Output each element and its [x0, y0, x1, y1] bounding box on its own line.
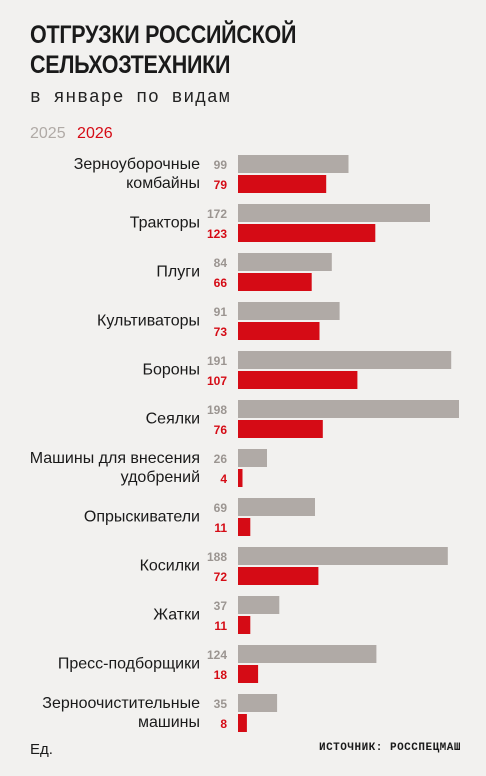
category-label-3: Плуги — [156, 264, 200, 281]
bar-2026-8 — [238, 518, 251, 536]
value-label-2025-8: 69 — [214, 501, 228, 515]
value-label-2026-5: 107 — [207, 374, 227, 388]
bar-2025-11 — [238, 645, 377, 663]
value-label-2026-6: 76 — [214, 423, 228, 437]
bar-2025-7 — [238, 449, 267, 467]
bar-2026-10 — [238, 616, 251, 634]
unit-label: Ед. — [30, 741, 53, 758]
bar-2025-5 — [238, 351, 452, 369]
bar-2025-10 — [238, 596, 280, 614]
bar-2026-12 — [238, 714, 247, 732]
value-label-2025-9: 188 — [207, 550, 227, 564]
bar-2026-2 — [238, 224, 376, 242]
value-label-2025-7: 26 — [214, 452, 228, 466]
chart-title-line-2: СЕЛЬХОЗТЕХНИКИ — [30, 51, 231, 79]
bar-chart: 99 79 Зерноуборочные комбайны 172 123 Тракторы… — [30, 155, 459, 732]
value-label-2025-6: 198 — [207, 403, 227, 417]
category-label-2: Тракторы — [130, 215, 200, 232]
bar-2026-5 — [238, 371, 358, 389]
category-label-12-line-2: машины — [138, 714, 200, 731]
value-label-2026-3: 66 — [214, 276, 228, 290]
value-label-2025-12: 35 — [214, 697, 228, 711]
bar-2025-12 — [238, 694, 278, 712]
value-label-2025-5: 191 — [207, 354, 227, 368]
bar-2026-7 — [238, 469, 243, 487]
category-label-9: Косилки — [140, 558, 200, 575]
legend-item-2025: 2025 — [30, 125, 66, 142]
bar-2026-4 — [238, 322, 320, 340]
category-label-12-line-1: Зерноочистительные — [42, 695, 200, 712]
category-label-4: Культиваторы — [97, 313, 200, 330]
legend-item-2026: 2026 — [77, 125, 113, 142]
category-label-11: Пресс-подборщики — [58, 656, 200, 673]
bar-2026-9 — [238, 567, 319, 585]
value-label-2026-11: 18 — [214, 668, 228, 682]
chart-subtitle: в январе по видам — [30, 88, 231, 108]
value-label-2026-12: 8 — [220, 717, 227, 731]
value-label-2025-1: 99 — [214, 158, 228, 172]
value-label-2025-2: 172 — [207, 207, 227, 221]
bar-2026-1 — [238, 175, 327, 193]
chart-title: ОТГРУЗКИ РОССИЙСКОЙ СЕЛЬХОЗТЕХНИКИ — [30, 20, 296, 80]
bar-2025-4 — [238, 302, 340, 320]
value-label-2025-11: 124 — [207, 648, 227, 662]
bar-2025-3 — [238, 253, 332, 271]
bar-2025-8 — [238, 498, 315, 516]
value-label-2026-8: 11 — [214, 521, 227, 535]
category-label-7-line-2: удобрений — [121, 469, 200, 486]
value-label-2026-9: 72 — [214, 570, 228, 584]
bar-2025-2 — [238, 204, 430, 222]
category-label-10: Жатки — [153, 607, 200, 624]
value-label-2026-2: 123 — [207, 227, 227, 241]
value-label-2026-10: 11 — [214, 619, 227, 633]
bar-2025-6 — [238, 400, 459, 418]
bar-2026-3 — [238, 273, 312, 291]
category-label-6: Сеялки — [146, 411, 200, 428]
value-label-2026-4: 73 — [214, 325, 228, 339]
category-label-5: Бороны — [142, 362, 200, 379]
bar-2026-11 — [238, 665, 259, 683]
value-label-2026-1: 79 — [214, 178, 228, 192]
value-label-2025-3: 84 — [214, 256, 228, 270]
value-label-2025-10: 37 — [214, 599, 228, 613]
bar-2026-6 — [238, 420, 323, 438]
category-label-7-line-1: Машины для внесения — [30, 450, 200, 467]
category-label-1-line-1: Зерноуборочные — [74, 156, 200, 173]
bar-2025-1 — [238, 155, 349, 173]
source-label: ИСТОЧНИК: РОССПЕЦМАШ — [318, 742, 461, 754]
category-label-1-line-2: комбайны — [126, 175, 200, 192]
value-label-2025-4: 91 — [214, 305, 228, 319]
chart-title-line-1: ОТГРУЗКИ РОССИЙСКОЙ — [30, 21, 297, 49]
value-label-2026-7: 4 — [220, 472, 227, 486]
bar-2025-9 — [238, 547, 448, 565]
legend: 2025 2026 — [30, 125, 120, 143]
category-label-8: Опрыскиватели — [84, 509, 200, 526]
